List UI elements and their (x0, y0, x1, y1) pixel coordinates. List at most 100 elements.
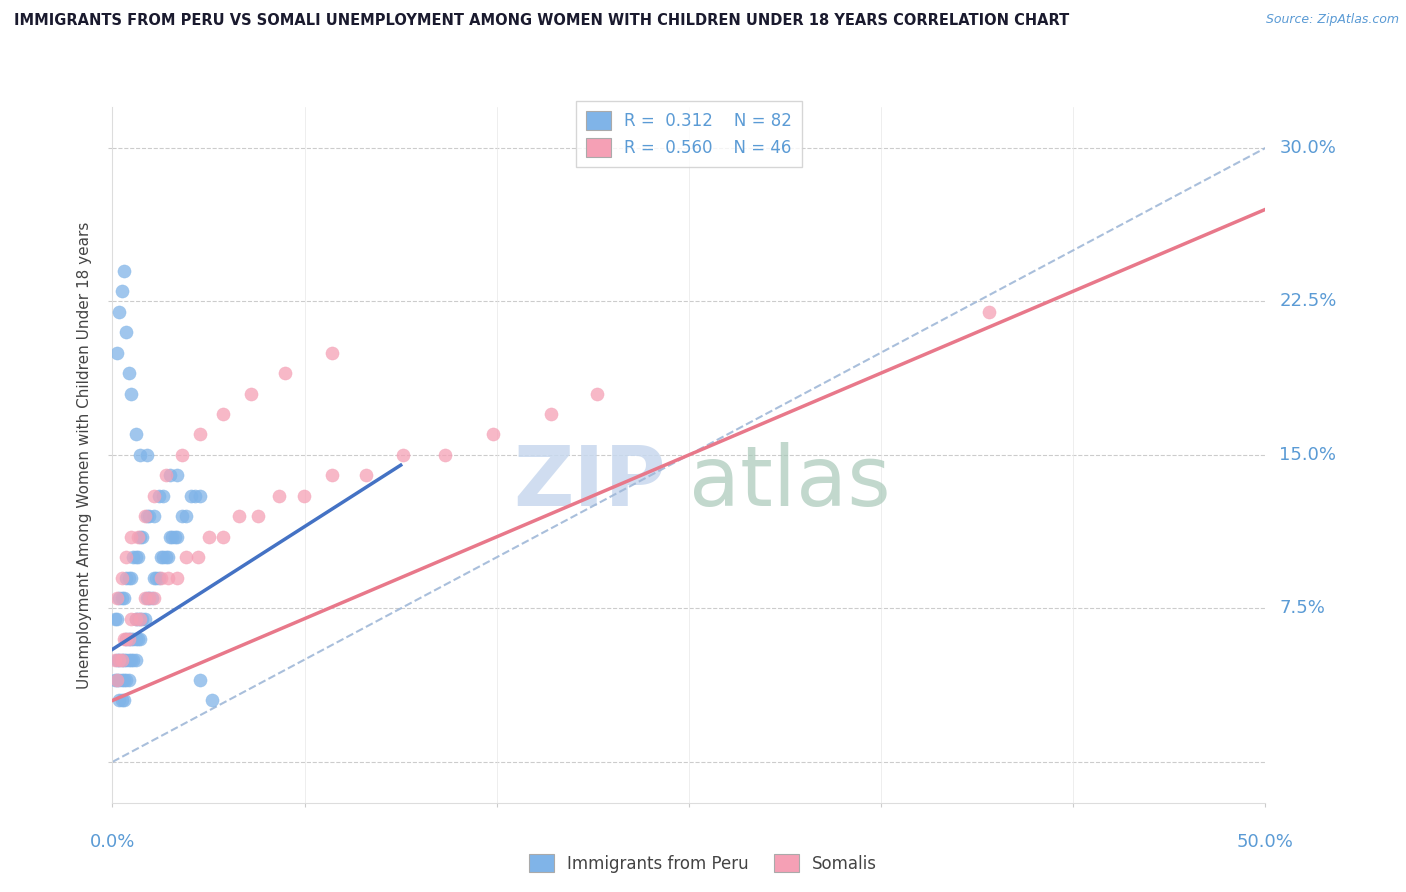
Point (148, 571, 170, 585)
Point (111, 591, 134, 606)
Point (124, 612, 146, 626)
Point (105, 673, 128, 687)
Point (117, 652, 139, 666)
Point (108, 693, 131, 707)
Point (108, 673, 131, 687)
Point (143, 591, 166, 606)
Point (111, 652, 134, 666)
Point (166, 468, 188, 483)
Point (124, 632, 146, 646)
Point (198, 530, 221, 544)
Text: 50.0%: 50.0% (1237, 833, 1294, 851)
Point (112, 591, 135, 606)
Point (131, 530, 153, 544)
Point (138, 509, 160, 524)
Point (115, 673, 138, 687)
Point (155, 468, 177, 483)
Point (122, 550, 145, 565)
Point (129, 448, 152, 462)
Point (115, 632, 138, 646)
Point (540, 407, 562, 421)
Point (267, 489, 290, 503)
Point (187, 550, 209, 565)
Point (105, 612, 128, 626)
Point (321, 468, 343, 483)
Point (122, 652, 145, 666)
Point (134, 591, 156, 606)
Point (108, 304, 131, 318)
Point (152, 550, 174, 565)
Point (115, 632, 138, 646)
Point (159, 468, 181, 483)
Point (104, 673, 127, 687)
Point (111, 652, 134, 666)
Point (246, 509, 269, 524)
Point (977, 304, 1000, 318)
Text: atlas: atlas (689, 442, 890, 524)
Text: 22.5%: 22.5% (1279, 293, 1337, 310)
Point (115, 550, 138, 565)
Point (392, 448, 415, 462)
Point (162, 530, 184, 544)
Point (170, 509, 193, 524)
Point (174, 550, 197, 565)
Point (127, 550, 149, 565)
Point (321, 345, 343, 359)
Point (112, 264, 135, 278)
Point (134, 612, 156, 626)
Text: IMMIGRANTS FROM PERU VS SOMALI UNEMPLOYMENT AMONG WOMEN WITH CHILDREN UNDER 18 Y: IMMIGRANTS FROM PERU VS SOMALI UNEMPLOYM… (14, 13, 1070, 29)
Text: 7.5%: 7.5% (1279, 599, 1326, 617)
Point (212, 530, 235, 544)
Point (108, 652, 131, 666)
Point (117, 673, 139, 687)
Point (180, 489, 202, 503)
Point (112, 652, 135, 666)
Text: 0.0%: 0.0% (90, 833, 135, 851)
Point (174, 509, 197, 524)
Point (138, 591, 160, 606)
Point (105, 345, 128, 359)
Point (141, 591, 163, 606)
Point (124, 612, 146, 626)
Point (152, 489, 174, 503)
Point (127, 530, 149, 544)
Point (143, 489, 166, 503)
Point (124, 550, 146, 565)
Point (131, 612, 153, 626)
Point (111, 284, 134, 298)
Legend: R =  0.312    N = 82, R =  0.560    N = 46: R = 0.312 N = 82, R = 0.560 N = 46 (576, 102, 801, 167)
Point (120, 652, 142, 666)
Point (143, 571, 166, 585)
Point (117, 366, 139, 380)
Point (274, 366, 297, 380)
Point (105, 652, 128, 666)
Point (129, 612, 152, 626)
Point (129, 612, 152, 626)
Point (124, 652, 146, 666)
Point (354, 468, 377, 483)
Point (111, 571, 134, 585)
Point (104, 612, 127, 626)
Point (292, 489, 315, 503)
Text: Source: ZipAtlas.com: Source: ZipAtlas.com (1265, 13, 1399, 27)
Point (111, 673, 134, 687)
Legend: Immigrants from Peru, Somalis: Immigrants from Peru, Somalis (522, 847, 884, 880)
Point (112, 693, 135, 707)
Text: 15.0%: 15.0% (1279, 446, 1336, 464)
Point (159, 530, 181, 544)
Point (120, 632, 142, 646)
Text: 30.0%: 30.0% (1279, 139, 1336, 157)
Point (585, 386, 607, 401)
Point (156, 550, 179, 565)
Point (129, 530, 152, 544)
Point (156, 571, 179, 585)
Point (112, 673, 135, 687)
Point (136, 448, 159, 462)
Point (136, 591, 159, 606)
Point (138, 591, 160, 606)
Point (134, 509, 156, 524)
Point (105, 591, 128, 606)
Point (104, 652, 127, 666)
Point (111, 693, 134, 707)
Point (212, 407, 235, 421)
